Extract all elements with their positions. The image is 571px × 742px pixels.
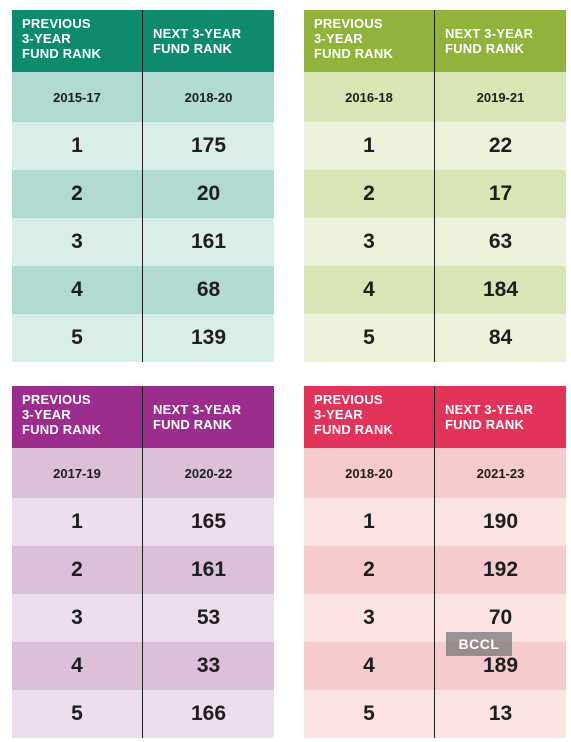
next-rank-header: NEXT 3-YEAR FUND RANK <box>435 10 566 72</box>
table-row: 5 166 <box>12 690 274 738</box>
previous-rank-header: PREVIOUS 3-YEAR FUND RANK <box>304 10 435 72</box>
table-row: 1 175 <box>12 122 274 170</box>
rank-table-2016-18: PREVIOUS 3-YEAR FUND RANK NEXT 3-YEAR FU… <box>304 10 566 362</box>
table-row: 4 184 <box>304 266 566 314</box>
table-row: 4 33 <box>12 642 274 690</box>
next-rank: 33 <box>143 642 274 690</box>
table-row: 2 20 <box>12 170 274 218</box>
previous-period: 2016-18 <box>304 72 435 122</box>
table-row: 4 68 <box>12 266 274 314</box>
bccl-watermark: BCCL <box>446 632 512 656</box>
previous-rank-header: PREVIOUS 3-YEAR FUND RANK <box>304 386 435 448</box>
next-rank: 22 <box>435 122 566 170</box>
next-rank: 53 <box>143 594 274 642</box>
previous-rank: 4 <box>12 642 143 690</box>
table-row: 1 22 <box>304 122 566 170</box>
next-rank: 190 <box>435 498 566 546</box>
previous-period: 2015-17 <box>12 72 143 122</box>
previous-rank: 1 <box>12 122 143 170</box>
rank-table-2017-19: PREVIOUS 3-YEAR FUND RANK NEXT 3-YEAR FU… <box>12 386 274 738</box>
table-row: 5 139 <box>12 314 274 362</box>
previous-rank-header: PREVIOUS 3-YEAR FUND RANK <box>12 386 143 448</box>
rank-table-2018-20: PREVIOUS 3-YEAR FUND RANK NEXT 3-YEAR FU… <box>304 386 566 738</box>
table-header: PREVIOUS 3-YEAR FUND RANK NEXT 3-YEAR FU… <box>304 10 566 72</box>
previous-rank: 2 <box>12 170 143 218</box>
previous-rank: 4 <box>12 266 143 314</box>
next-rank: 139 <box>143 314 274 362</box>
next-rank: 68 <box>143 266 274 314</box>
table-row: 1 165 <box>12 498 274 546</box>
next-rank-header: NEXT 3-YEAR FUND RANK <box>143 10 274 72</box>
previous-rank: 3 <box>304 218 435 266</box>
previous-rank: 5 <box>304 690 435 738</box>
previous-rank: 1 <box>12 498 143 546</box>
previous-rank: 3 <box>12 218 143 266</box>
table-row: 2 161 <box>12 546 274 594</box>
table-row: 3 70 <box>304 594 566 642</box>
next-rank: 161 <box>143 546 274 594</box>
previous-rank: 2 <box>304 546 435 594</box>
next-period: 2019-21 <box>435 72 566 122</box>
next-rank: 192 <box>435 546 566 594</box>
next-rank: 17 <box>435 170 566 218</box>
table-header: PREVIOUS 3-YEAR FUND RANK NEXT 3-YEAR FU… <box>12 10 274 72</box>
previous-rank: 3 <box>12 594 143 642</box>
previous-rank: 2 <box>12 546 143 594</box>
next-period: 2018-20 <box>143 72 274 122</box>
previous-period: 2018-20 <box>304 448 435 498</box>
table-row: 2 192 <box>304 546 566 594</box>
next-rank: 184 <box>435 266 566 314</box>
table-row: 3 161 <box>12 218 274 266</box>
next-rank: 13 <box>435 690 566 738</box>
table-row: 5 13 <box>304 690 566 738</box>
previous-rank: 1 <box>304 122 435 170</box>
previous-rank: 3 <box>304 594 435 642</box>
next-rank-header: NEXT 3-YEAR FUND RANK <box>435 386 566 448</box>
table-row: 3 53 <box>12 594 274 642</box>
next-rank: 84 <box>435 314 566 362</box>
table-row: 4 189 <box>304 642 566 690</box>
table-header: PREVIOUS 3-YEAR FUND RANK NEXT 3-YEAR FU… <box>12 386 274 448</box>
next-rank: 20 <box>143 170 274 218</box>
previous-rank: 5 <box>12 314 143 362</box>
previous-rank: 2 <box>304 170 435 218</box>
previous-rank: 4 <box>304 642 435 690</box>
previous-rank: 5 <box>12 690 143 738</box>
years-row: 2018-20 2021-23 <box>304 448 566 498</box>
previous-rank: 1 <box>304 498 435 546</box>
next-rank-header: NEXT 3-YEAR FUND RANK <box>143 386 274 448</box>
previous-rank-header: PREVIOUS 3-YEAR FUND RANK <box>12 10 143 72</box>
years-row: 2015-17 2018-20 <box>12 72 274 122</box>
next-rank: 165 <box>143 498 274 546</box>
previous-rank: 5 <box>304 314 435 362</box>
next-period: 2020-22 <box>143 448 274 498</box>
next-rank: 166 <box>143 690 274 738</box>
table-header: PREVIOUS 3-YEAR FUND RANK NEXT 3-YEAR FU… <box>304 386 566 448</box>
table-row: 1 190 <box>304 498 566 546</box>
table-row: 3 63 <box>304 218 566 266</box>
next-rank: 161 <box>143 218 274 266</box>
rank-table-2015-17: PREVIOUS 3-YEAR FUND RANK NEXT 3-YEAR FU… <box>12 10 274 362</box>
next-rank: 63 <box>435 218 566 266</box>
years-row: 2017-19 2020-22 <box>12 448 274 498</box>
next-period: 2021-23 <box>435 448 566 498</box>
table-row: 2 17 <box>304 170 566 218</box>
previous-rank: 4 <box>304 266 435 314</box>
years-row: 2016-18 2019-21 <box>304 72 566 122</box>
previous-period: 2017-19 <box>12 448 143 498</box>
next-rank: 175 <box>143 122 274 170</box>
table-row: 5 84 <box>304 314 566 362</box>
